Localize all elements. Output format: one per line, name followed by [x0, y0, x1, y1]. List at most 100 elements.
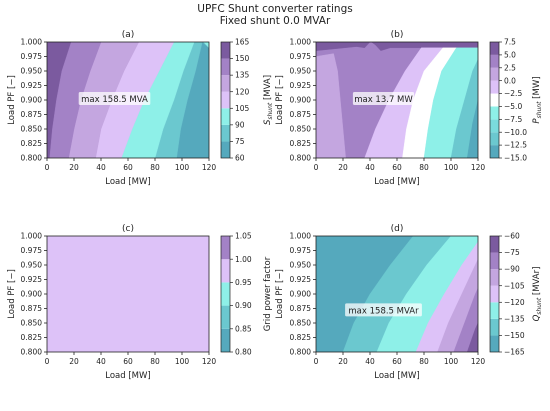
y-tick-label: 0.950: [21, 261, 43, 270]
y-tick-label: 0.950: [290, 67, 312, 76]
annotation-text: max 158.5 MVA: [81, 95, 148, 105]
colorbar-band: [490, 119, 499, 133]
colorbar-tick-label: −150: [504, 331, 525, 340]
y-tick-label: 0.825: [290, 139, 312, 148]
contour-region: [466, 99, 478, 158]
colorbar-label-unit: [MVAr]: [532, 267, 542, 298]
colorbar-tick-label: −10.0: [504, 128, 527, 137]
x-tick-label: 60: [392, 357, 402, 366]
y-tick-label: 0.900: [21, 96, 43, 105]
x-tick-label: 0: [314, 163, 319, 172]
y-tick-label: 0.825: [21, 333, 43, 342]
colorbar-tick-label: 90: [235, 120, 245, 129]
colorbar-tick-label: −135: [504, 314, 525, 323]
colorbar-tick-label: −5.0: [504, 102, 522, 111]
x-tick-label: 80: [150, 357, 160, 366]
colorbar-d: −165 −150 −135 −120 −105 −90 −75 −60 Qshunt [MVA…: [489, 232, 543, 357]
colorbar-band: [490, 145, 499, 158]
colorbar-band: [490, 93, 499, 107]
x-tick-label: 0: [45, 163, 50, 172]
plot-area-c: [47, 236, 209, 352]
y-tick-label: 0.800: [290, 154, 312, 163]
colorbar-tick-label: −60: [504, 232, 520, 241]
colorbar-tick-label: 0.0: [504, 76, 516, 85]
colorbar-tick-label: −90: [504, 265, 520, 274]
panel-label: (a): [122, 30, 135, 40]
y-tick-label: 0.800: [21, 348, 43, 357]
contour-region: [316, 42, 478, 54]
colorbar-frame: [220, 235, 231, 353]
x-tick-label: 100: [175, 163, 190, 172]
y-tick-label: 0.900: [290, 96, 312, 105]
colorbar-frame: [220, 41, 231, 159]
annotation-text: max 13.7 MW: [354, 95, 413, 105]
colorbar-band: [490, 236, 499, 253]
y-axis-label: Load PF [−]: [7, 269, 17, 319]
colorbar-tick-label: −120: [504, 298, 525, 307]
y-tick-label: 0.900: [290, 290, 312, 299]
colorbar-tick-label: −75: [504, 248, 520, 257]
colorbar-band: [490, 132, 499, 146]
colorbar-band: [221, 124, 230, 142]
x-axis-label: Load [MW]: [374, 177, 419, 187]
y-axis-label: Load PF [−]: [7, 75, 17, 125]
y-axis-label: Load PF [−]: [275, 269, 285, 319]
colorbar-band: [221, 236, 230, 260]
colorbar-label: Pshunt [MW]: [532, 76, 543, 123]
x-tick-label: 100: [444, 357, 459, 366]
colorbar-band: [490, 106, 499, 120]
colorbar-c: 0.80 0.85 0.90 0.95 1.00 1.05 Grid power facto…: [220, 232, 273, 357]
colorbar-band: [221, 141, 230, 158]
y-tick-label: 0.900: [21, 290, 43, 299]
panel-c: 0 20 40 60 80 100 1200.8000.8250.8500.8750.900…: [7, 224, 273, 381]
annotation-text: max 158.5 MVAr: [348, 306, 419, 316]
colorbar-label-unit: [MW]: [532, 76, 542, 101]
x-tick-label: 20: [69, 357, 79, 366]
x-tick-label: 120: [471, 357, 486, 366]
colorbar-frame: [489, 41, 500, 159]
y-tick-label: 0.925: [290, 81, 312, 90]
colorbar-label: Sshunt [MVA]: [263, 75, 274, 125]
plot-area-b: [316, 42, 478, 158]
colorbar-tick-label: −15.0: [504, 154, 527, 163]
panel-d: 0 20 40 60 80 100 120 0.800 0.825 0.850 0.875 0.900…: [275, 224, 543, 381]
y-tick-label: 0.925: [21, 81, 43, 90]
colorbar-tick-label: 0.90: [235, 301, 252, 310]
colorbar-tick-label: 1.00: [235, 255, 252, 264]
colorbar-tick-label: 5.0: [504, 50, 516, 59]
colorbar-band: [221, 91, 230, 109]
colorbar-tick-label: −105: [504, 281, 525, 290]
colorbar-label-symbol: P: [532, 118, 542, 124]
contour-background: [47, 236, 209, 352]
panel-label: (b): [391, 30, 404, 40]
colorbar-band: [490, 252, 499, 270]
x-tick-label: 20: [338, 357, 348, 366]
panel-a: 0 20 40 60 80 100 120 0.800 0.825 0.850 0.875 0.900…: [7, 30, 274, 187]
annotation-box: [352, 92, 415, 105]
annotation-box: [78, 92, 151, 105]
y-tick-label: 0.950: [290, 261, 312, 270]
y-tick-label: 0.925: [290, 275, 312, 284]
y-tick-label: 1.000: [290, 232, 312, 241]
contour-region: [316, 53, 346, 158]
y-tick-label: 0.850: [21, 125, 43, 134]
colorbar-band: [221, 305, 230, 329]
colorbar-tick-label: 105: [235, 104, 250, 113]
y-axis-label: Load PF [−]: [275, 75, 285, 125]
y-tick-label: 0.925: [21, 275, 43, 284]
y-tick-label: 0.850: [290, 319, 312, 328]
y-tick-label: 0.800: [21, 154, 43, 163]
y-tick-label: 0.975: [21, 52, 43, 61]
colorbar-tick-label: 165: [235, 38, 250, 47]
colorbar-band: [490, 302, 499, 319]
colorbar-band: [490, 42, 499, 55]
colorbar-tick-label: 0.95: [235, 278, 252, 287]
x-tick-label: 100: [444, 163, 459, 172]
x-tick-label: 60: [123, 163, 133, 172]
colorbar-label: Qshunt [MVAr]: [532, 267, 543, 322]
panel-b: 0 20 40 60 80 100 120 0.800 0.825 0.850 0.875 0.900…: [275, 30, 543, 187]
contour-region: [453, 288, 478, 352]
y-tick-label: 0.825: [21, 139, 43, 148]
colorbar-label-unit: [MVA]: [263, 75, 273, 103]
colorbar-band: [221, 108, 230, 125]
